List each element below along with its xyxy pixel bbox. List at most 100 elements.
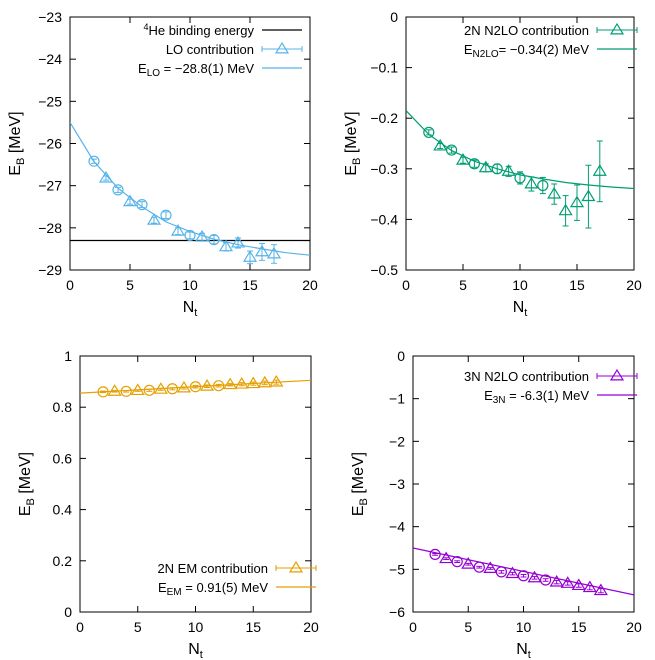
y-tick-label: −3 [389, 476, 405, 492]
data-point [483, 561, 498, 573]
y-axis-label: EB [MeV] [7, 111, 27, 175]
data-point [582, 580, 597, 593]
circle-marker [120, 385, 132, 397]
data-point [429, 548, 441, 561]
y-tick-label: −2 [389, 433, 405, 449]
y-axis-label: EB [MeV] [350, 452, 370, 516]
y-tick-label: −29 [38, 262, 62, 278]
data-point [517, 570, 530, 582]
x-tick-label: 10 [512, 277, 528, 293]
circle-marker [208, 234, 220, 246]
x-axis-label: Nt [516, 641, 531, 660]
y-tick-label: −4 [389, 519, 405, 535]
y-tick-label: 0 [64, 604, 72, 620]
data-point [218, 239, 234, 252]
x-tick-label: 10 [516, 619, 532, 635]
data-point [569, 184, 585, 221]
circle-marker [539, 574, 552, 586]
triangle-marker [461, 557, 476, 569]
circle-marker [451, 556, 463, 568]
y-tick-label: −6 [389, 604, 405, 620]
x-axis-label: Nt [188, 641, 203, 660]
x-tick-label: 15 [569, 277, 585, 293]
x-tick-label: 5 [126, 277, 134, 293]
circle-marker [166, 383, 178, 395]
y-tick-label: −5 [389, 561, 405, 577]
data-point [266, 244, 282, 264]
legend-entry-ref: 4He binding energy [143, 22, 254, 38]
data-point [208, 234, 220, 246]
legend-entry-fit: EN2LO= −0.34(2) MeV [464, 42, 589, 60]
triangle-marker [98, 170, 114, 183]
x-tick-label: 0 [76, 619, 84, 635]
y-tick-label: 0 [397, 348, 405, 364]
circle-marker [491, 163, 503, 175]
plot-area [80, 374, 311, 398]
triangle-marker [593, 583, 608, 596]
data-point [194, 229, 210, 242]
data-point [461, 557, 476, 569]
y-tick-label: −0.4 [370, 211, 398, 227]
y-tick-label: −25 [38, 93, 62, 109]
x-tick-label: 20 [626, 619, 642, 635]
triangle-marker [581, 189, 596, 202]
circle-marker [429, 548, 441, 561]
triangle-marker [582, 580, 597, 593]
triangle-marker [223, 377, 238, 390]
data-point [581, 164, 596, 229]
y-tick-label: −0.5 [370, 262, 398, 278]
data-point [547, 183, 562, 205]
data-point [433, 138, 448, 151]
data-point [505, 566, 520, 579]
triangle-marker [483, 561, 498, 573]
data-point [170, 224, 186, 236]
data-point [107, 384, 122, 396]
triangle-marker [439, 551, 454, 564]
circle-marker [143, 384, 155, 396]
data-point [136, 199, 148, 211]
x-axis-label: Nt [183, 299, 198, 319]
triangle-marker [146, 213, 162, 225]
data-point [130, 383, 145, 396]
legend-triangle-marker [288, 560, 304, 573]
y-tick-label: −0.1 [370, 60, 398, 76]
data-point [451, 556, 463, 568]
triangle-marker [547, 186, 562, 199]
data-point [242, 250, 258, 265]
x-tick-label: 10 [182, 277, 198, 293]
circle-marker [160, 209, 172, 221]
triangle-marker [254, 244, 270, 257]
data-point [246, 376, 261, 389]
circle-marker [97, 386, 109, 398]
legend-entry-points: 3N N2LO contribution [464, 369, 589, 384]
triangle-marker [501, 164, 516, 176]
legend-entry-fit: ELO = −28.8(1) MeV [138, 61, 254, 79]
data-point [446, 144, 458, 156]
triangle-marker [505, 566, 520, 579]
data-point [473, 561, 485, 573]
plot-area [413, 547, 634, 596]
data-point [423, 126, 435, 138]
y-axis-label: EB [MeV] [17, 452, 37, 516]
y-tick-label: −27 [38, 178, 62, 194]
triangle-marker [269, 374, 284, 387]
data-point [501, 164, 516, 177]
data-point [230, 235, 246, 249]
data-point [495, 566, 507, 578]
circle-marker [537, 179, 549, 192]
data-point [558, 195, 573, 227]
data-point [112, 184, 124, 196]
data-point [491, 163, 503, 175]
y-axis-label: EB [MeV] [343, 111, 363, 175]
y-tick-label: −24 [38, 51, 62, 67]
legend: 4He binding energy LO contribution ELO = −… [138, 22, 303, 79]
x-tick-label: 15 [245, 619, 261, 635]
legend-entry-fit: E3N = -6.3(1) MeV [484, 388, 589, 406]
circle-marker [514, 172, 526, 184]
circle-marker [184, 229, 196, 242]
triangle-marker [569, 195, 585, 208]
triangle-marker [592, 164, 607, 176]
circle-marker [189, 381, 202, 393]
triangle-marker [257, 375, 272, 388]
